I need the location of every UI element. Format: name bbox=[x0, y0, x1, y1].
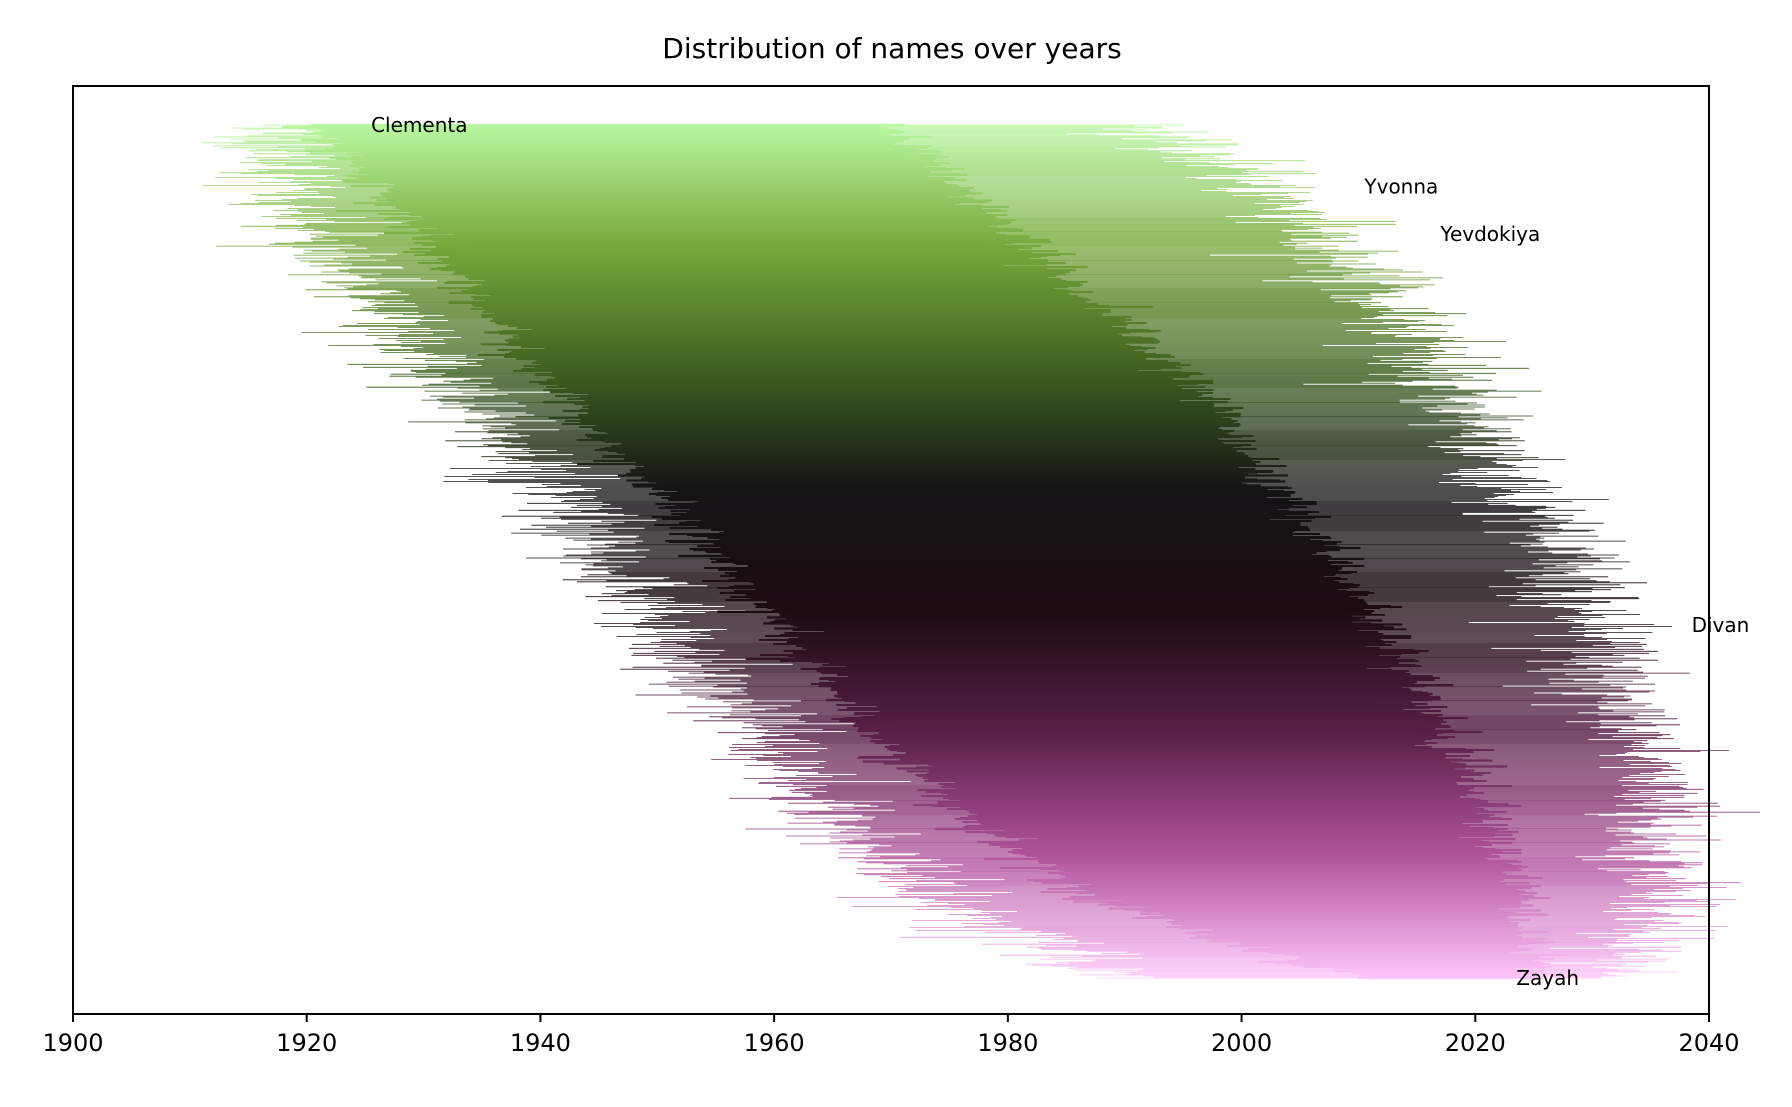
annotation-label: Clementa bbox=[371, 113, 467, 137]
chart-title: Distribution of names over years bbox=[662, 32, 1121, 65]
plot-frame bbox=[72, 85, 1710, 1015]
x-tick-label: 1920 bbox=[276, 1029, 337, 1057]
x-tick-label: 2000 bbox=[1211, 1029, 1272, 1057]
x-tick-label: 1900 bbox=[42, 1029, 103, 1057]
annotation-label: Divan bbox=[1692, 613, 1750, 637]
x-tick-label: 2040 bbox=[1678, 1029, 1739, 1057]
annotation-label: Zayah bbox=[1516, 966, 1579, 990]
x-tick-label: 1980 bbox=[977, 1029, 1038, 1057]
x-tick-label: 1940 bbox=[510, 1029, 571, 1057]
x-tick-label: 2020 bbox=[1445, 1029, 1506, 1057]
annotation-label: Yvonna bbox=[1363, 174, 1438, 198]
x-axis: 1900 1920 1940 1960 1980 2000 2020 2040 bbox=[42, 1014, 1740, 1057]
bars-layer bbox=[202, 123, 1761, 980]
annotation-label: Yevdokiya bbox=[1439, 222, 1540, 246]
x-tick-label: 1960 bbox=[744, 1029, 805, 1057]
